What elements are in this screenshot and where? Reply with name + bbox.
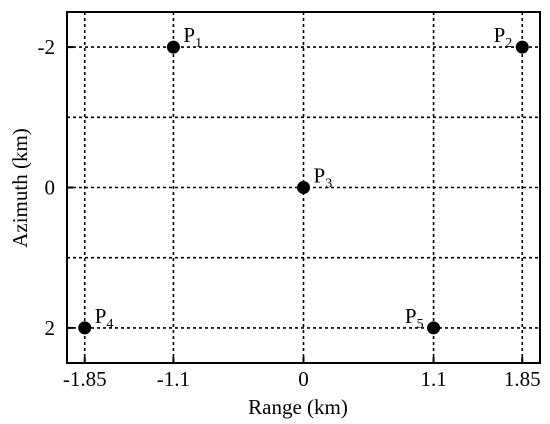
point-label-3: P3 <box>314 164 333 192</box>
x-tick-label-2: 0 <box>298 367 309 391</box>
x-tick-label-3: 1.1 <box>420 367 446 391</box>
x-tick-label-4: 1.85 <box>504 367 541 391</box>
point-marker-1 <box>166 40 180 54</box>
x-axis-title: Range (km) <box>248 395 348 419</box>
point-marker-5 <box>427 321 441 335</box>
point-marker-4 <box>78 321 92 335</box>
axis-ticks: -1.85 -1.1 0 1.1 1.85 -2 0 2 <box>38 35 541 391</box>
y-tick-label-0: -2 <box>38 35 56 59</box>
point-label-5: P5 <box>405 304 424 332</box>
point-marker-3 <box>297 181 310 194</box>
point-label-2: P2 <box>494 23 513 51</box>
y-tick-label-2: 2 <box>45 316 56 340</box>
point-label-1: P1 <box>183 23 202 51</box>
y-tick-label-1: 0 <box>45 176 56 200</box>
x-tick-label-1: -1.1 <box>157 367 190 391</box>
x-tick-label-0: -1.85 <box>63 367 107 391</box>
point-marker-2 <box>515 40 529 54</box>
point-labels: P1 P2 P3 P4 P5 <box>95 23 513 332</box>
point-label-4: P4 <box>95 304 114 332</box>
data-points <box>78 40 529 335</box>
y-axis-title: Azimuth (km) <box>8 128 32 248</box>
